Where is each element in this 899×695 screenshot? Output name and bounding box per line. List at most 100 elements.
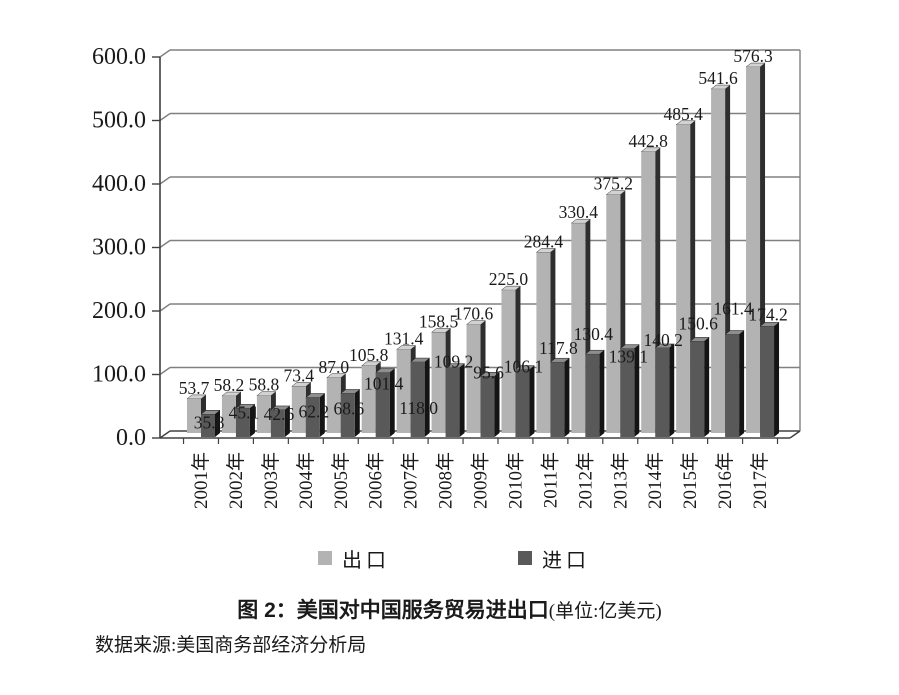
y-tick-label: 400.0 [92, 171, 146, 197]
bar-export-2016年-front [711, 89, 726, 434]
y-tick-label: 600.0 [92, 44, 146, 70]
value-label-export: 541.6 [698, 68, 738, 88]
bars-group [186, 62, 780, 437]
bar-import-2013年-side [634, 344, 640, 437]
value-label-export: 53.7 [179, 378, 210, 398]
y-tick-label: 0.0 [116, 425, 146, 451]
bar-import-2007年 [409, 357, 431, 437]
bar-import-2010年-side [529, 365, 535, 437]
bar-import-2003年 [270, 405, 291, 437]
value-label-export: 375.2 [594, 174, 633, 194]
y-tick-label: 200.0 [92, 298, 146, 324]
value-label-export: 131.4 [384, 329, 424, 349]
bar-import-2003年-front [270, 409, 285, 437]
bar-import-2013年-front [620, 348, 635, 437]
value-label-export: 73.4 [284, 365, 315, 385]
bar-import-2011年-side [564, 358, 570, 437]
value-label-import: 140.2 [644, 330, 683, 350]
legend-import-label: 进口 [542, 549, 590, 572]
bar-import-2004年-side [319, 393, 325, 437]
value-label-import: 109.2 [434, 352, 473, 372]
x-category-label: 2003年 [260, 452, 282, 509]
value-label-export: 284.4 [524, 231, 564, 251]
bar-import-2017年 [759, 322, 780, 437]
bar-export-2002年-front [221, 396, 236, 433]
bar-import-2004年 [305, 393, 326, 437]
bar-import-2007年-front [410, 362, 425, 437]
bar-import-2012年 [584, 349, 606, 437]
bar-import-2003年-side [284, 405, 290, 437]
import-swatch-icon [518, 551, 532, 565]
x-category-label: 2010年 [504, 452, 526, 509]
bar-import-2017年-front [760, 326, 775, 437]
value-label-import: 45.1 [229, 402, 260, 422]
bar-import-2009年-side [494, 372, 500, 437]
bar-import-2002年 [235, 404, 256, 437]
bar-import-2011年-front [550, 362, 565, 437]
bar-export-2005年-front [326, 377, 341, 433]
bar-import-2010年 [514, 365, 536, 437]
bar-import-2017年-side [774, 322, 780, 437]
bar-export-2003年-front [256, 395, 271, 433]
x-category-label: 2012年 [574, 452, 596, 509]
bar-import-2006年-front [375, 372, 390, 437]
bar-import-2011年 [549, 357, 571, 437]
x-category-label: 2013年 [609, 452, 631, 509]
export-swatch-icon [318, 551, 332, 565]
bar-import-2015年-side [704, 337, 710, 437]
figure-title-unit: (单位:亿美元) [548, 601, 662, 622]
legend-item-export: 出口 [318, 546, 390, 572]
bar-import-2009年-front [480, 376, 495, 437]
bar-export-2006年-front [361, 365, 376, 433]
bar-import-2016年 [724, 330, 745, 437]
bar-export-2017年 [745, 62, 766, 433]
bar-import-2002年-front [235, 408, 250, 437]
x-category-label: 2017年 [749, 452, 771, 509]
x-category-label: 2015年 [679, 452, 701, 509]
bar-import-2015年-front [690, 341, 705, 437]
bar-import-2008年-front [445, 367, 460, 437]
bar-export-2008年-front [431, 332, 446, 433]
value-label-import: 150.6 [678, 313, 718, 333]
x-category-label: 2008年 [435, 452, 457, 509]
value-label-export: 170.6 [454, 304, 494, 324]
bar-import-2001年-front [201, 414, 215, 437]
bar-import-2012年-front [585, 354, 600, 437]
value-label-export: 576.3 [733, 46, 773, 66]
value-label-import: 95.6 [473, 362, 504, 382]
gridline-bevel [159, 366, 171, 376]
bar-import-2005年-front [340, 393, 355, 437]
bar-export-2012年-front [571, 223, 586, 433]
value-label-export: 58.2 [214, 375, 245, 395]
gridline-bevel [159, 303, 171, 312]
value-label-export: 105.8 [349, 345, 389, 365]
bar-import-2007年-side [424, 358, 430, 437]
bar-export-2009年-front [466, 324, 481, 433]
value-labels-group: 53.7 35.8 58.2 45.1 58.8 42.6 73.4 62.2 87.0 68.6… [179, 46, 788, 432]
x-category-label: 2004年 [295, 452, 317, 509]
chart-canvas: 0.0 100.0 200.0 300.0 400.0 500.0 600.0 2001年 20… [92, 44, 801, 509]
value-label-export: 158.5 [419, 311, 459, 331]
bar-import-2001年 [200, 410, 221, 437]
bar-import-2001年-side [215, 410, 220, 437]
gridline-bevel [159, 430, 171, 439]
value-label-export: 225.0 [489, 269, 529, 289]
bar-import-2005年 [340, 389, 361, 437]
bar-import-2012年-side [599, 350, 605, 437]
x-category-label: 2005年 [330, 452, 352, 509]
x-category-label: 2006年 [365, 452, 387, 509]
bar-export-2013年-front [606, 194, 621, 433]
data-source-note: 数据来源:美国商务部经济分析局 [95, 635, 367, 656]
bar-export-2001年-front [187, 398, 201, 433]
y-tick-label: 500.0 [92, 108, 146, 134]
x-category-label: 2016年 [714, 452, 736, 509]
bar-export-2004年-front [291, 386, 306, 433]
bar-export-2010年-front [501, 290, 516, 433]
bar-import-2016年-front [725, 334, 740, 437]
value-label-import: 174.2 [748, 304, 787, 324]
bar-import-2014年-front [655, 347, 670, 437]
gridline-bevel [159, 49, 171, 58]
gridline-bevel [159, 239, 171, 249]
value-label-import: 161.4 [713, 299, 753, 319]
